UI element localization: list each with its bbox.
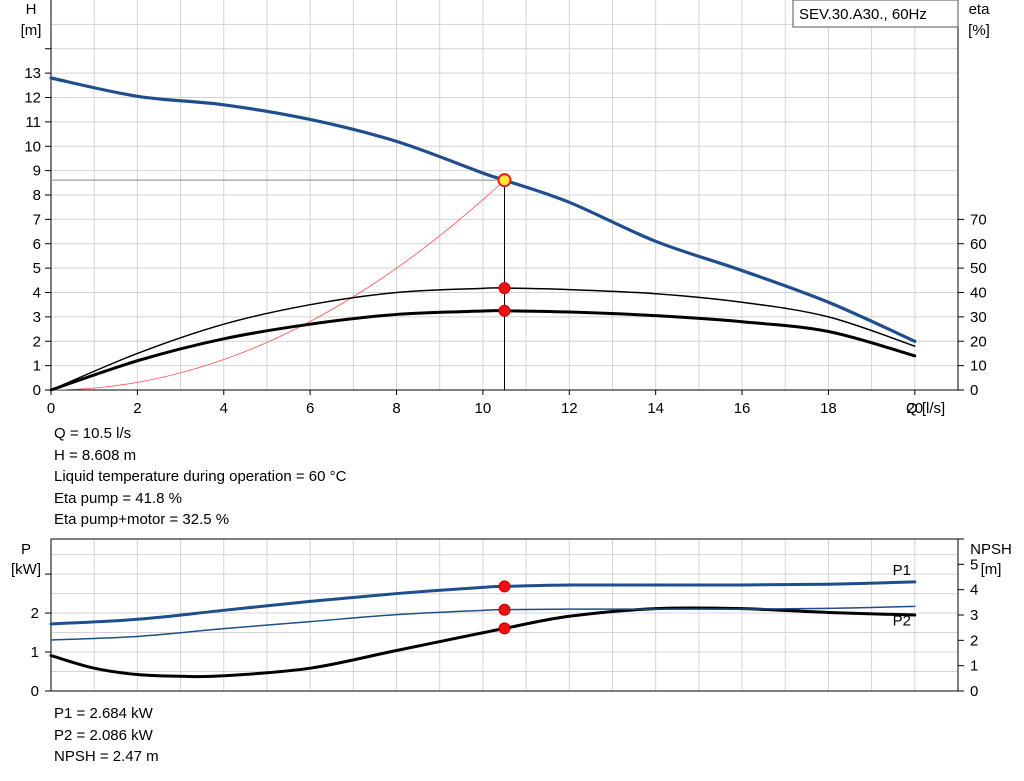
x-tick-label: 8 <box>392 400 400 417</box>
head-tick-label: 13 <box>24 65 41 82</box>
x-tick-label: 16 <box>734 400 751 417</box>
npsh-tick-label: 1 <box>970 658 978 675</box>
series-eta-pump-motor <box>49 309 917 392</box>
head-tick-label: 6 <box>33 236 41 253</box>
series-p2 <box>50 605 916 641</box>
eta-axis-unit: [%] <box>968 22 990 39</box>
x-tick-label: 6 <box>306 400 314 417</box>
npsh-axis-unit: [m] <box>981 561 1002 578</box>
eta-tick-label: 20 <box>970 333 987 350</box>
eta-tick-label: 30 <box>970 309 987 326</box>
npsh-axis-title: NPSH <box>970 541 1012 558</box>
head-tick-label: 2 <box>33 333 41 350</box>
npsh-operating-marker <box>498 622 511 635</box>
head-tick-label: 5 <box>33 260 41 277</box>
info-flow: Q = 10.5 l/s <box>54 425 132 442</box>
p2-operating-marker <box>498 603 511 616</box>
info-liquid-temperature: Liquid temperature during operation = 60… <box>54 468 347 485</box>
x-tick-label: 14 <box>647 400 664 417</box>
info-p1: P1 = 2.684 kW <box>54 705 153 722</box>
series-p1 <box>49 580 917 626</box>
info-head: H = 8.608 m <box>54 446 137 464</box>
info-eta-pump: Eta pump = 41.8 % <box>54 489 182 507</box>
head-tick-label: 7 <box>33 211 41 228</box>
p1-operating-marker <box>498 580 511 593</box>
head-tick-label: 11 <box>25 114 41 131</box>
power-tick-label: 2 <box>31 605 39 622</box>
head-tick-label: 1 <box>33 358 41 375</box>
x-tick-label: 18 <box>820 400 837 417</box>
eta-tick-label: 60 <box>970 236 987 253</box>
head-tick-label: 8 <box>33 187 41 204</box>
info-eta-total: Eta pump+motor = 32.5 % <box>54 511 230 528</box>
x-tick-label: 20 <box>906 400 923 417</box>
power-axis-unit: [kW] <box>11 561 41 578</box>
x-tick-label: 2 <box>133 400 141 417</box>
npsh-tick-label: 4 <box>970 582 978 599</box>
npsh-tick-label: 5 <box>970 556 978 573</box>
head-tick-label: 3 <box>33 309 41 326</box>
duty-point-marker <box>497 173 512 188</box>
power-tick-label: 1 <box>31 644 39 661</box>
flow-axis-title: Q [l/s] <box>906 400 945 417</box>
x-tick-label: 4 <box>220 400 228 417</box>
head-tick-label: 12 <box>24 90 41 107</box>
pump-title: SEV.30.A30., 60Hz <box>799 6 927 23</box>
eta-tick-label: 40 <box>970 285 987 302</box>
head-axis-unit: [m] <box>21 22 42 39</box>
p1-series-label: P1 <box>893 562 911 579</box>
npsh-tick-label: 3 <box>970 607 978 624</box>
npsh-tick-label: 2 <box>970 632 978 649</box>
eta-tick-label: 70 <box>970 211 987 228</box>
head-tick-label: 4 <box>33 285 41 302</box>
series-eta-pump <box>50 287 916 391</box>
head-tick-label: 0 <box>33 382 41 399</box>
p2-series-label: P2 <box>893 612 911 629</box>
x-tick-label: 10 <box>475 400 492 417</box>
pump-title-box <box>792 0 959 28</box>
power-point-info: P1 = 2.684 kW P2 = 2.086 kW NPSH = 2.47 … <box>54 703 159 768</box>
power-tick-label: 0 <box>31 683 39 700</box>
eta-tick-label: 0 <box>970 382 978 399</box>
x-tick-label: 12 <box>561 400 578 417</box>
eta-axis-title: eta <box>969 1 991 18</box>
series-h <box>49 76 917 343</box>
eta-pump-operating-marker <box>498 282 511 295</box>
series-system-curve <box>50 179 505 391</box>
eta-total-operating-marker <box>498 304 511 317</box>
head-axis-title: H <box>26 1 37 18</box>
operating-point-info: Q = 10.5 l/s H = 8.608 m Liquid temperat… <box>54 423 346 531</box>
head-tick-label: 9 <box>33 163 41 180</box>
eta-tick-label: 50 <box>970 260 987 277</box>
info-p2: P2 = 2.086 kW <box>54 726 153 744</box>
power-axis-title: P <box>21 541 31 558</box>
eta-tick-label: 10 <box>970 358 987 375</box>
npsh-tick-label: 0 <box>970 683 978 700</box>
head-tick-label: 10 <box>24 138 41 155</box>
x-tick-label: 0 <box>47 400 55 417</box>
info-npsh: NPSH = 2.47 m <box>54 748 159 765</box>
